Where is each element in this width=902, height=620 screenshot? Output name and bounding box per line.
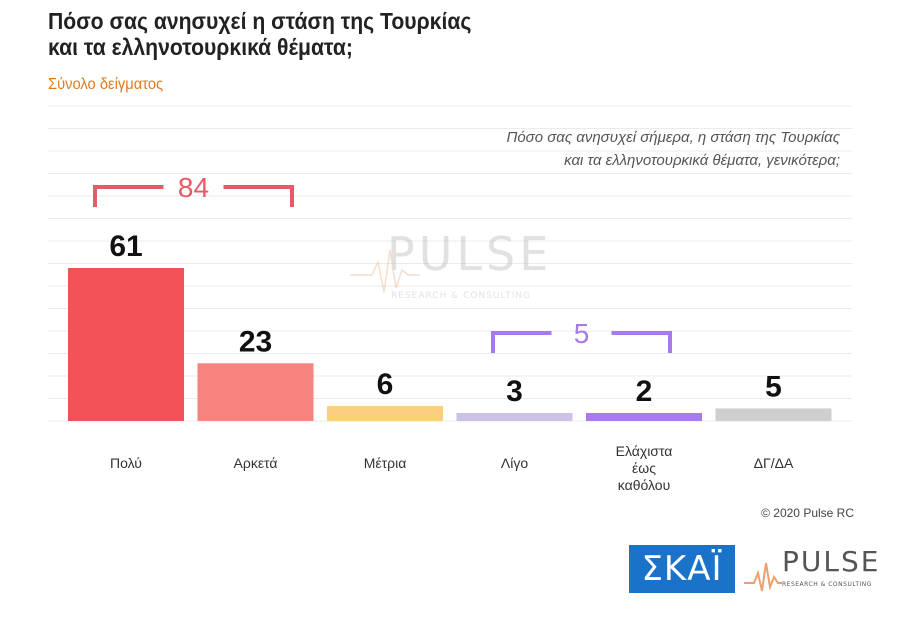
gridlines bbox=[48, 105, 852, 422]
category-label: Πολύ bbox=[110, 455, 142, 471]
bar bbox=[197, 363, 314, 421]
category-label: Ελάχιστα bbox=[616, 443, 673, 459]
bracket-total-label: 5 bbox=[574, 318, 590, 349]
bar-value-label: 23 bbox=[239, 325, 272, 358]
watermark-word: PULSE bbox=[387, 227, 552, 281]
bar-value-label: 3 bbox=[506, 375, 523, 408]
category-label: καθόλου bbox=[618, 477, 670, 493]
group-brackets: 84 5 bbox=[93, 172, 672, 353]
bar-value-label: 5 bbox=[765, 370, 782, 403]
category-label: Αρκετά bbox=[234, 455, 278, 471]
watermark-tagline: RESEARCH & CONSULTING bbox=[391, 291, 531, 301]
chart-subtitle: Σύνολο δείγματος bbox=[48, 76, 164, 93]
category-label: Μέτρια bbox=[364, 455, 407, 471]
bar bbox=[68, 268, 184, 421]
bar-value-label: 6 bbox=[377, 368, 394, 401]
bar-value-label: 2 bbox=[636, 375, 653, 408]
category-label: έως bbox=[632, 460, 656, 476]
bracket-total-label: 84 bbox=[178, 172, 209, 203]
pulse-logo-icon bbox=[744, 562, 782, 592]
pulse-logo: PULSE RESEARCH & CONSULTING bbox=[742, 545, 892, 593]
survey-question: Πόσο σας ανησυχεί σήμερα, η στάση της Το… bbox=[506, 129, 840, 169]
watermark-pulse-line-icon bbox=[350, 249, 420, 293]
bar bbox=[327, 405, 443, 421]
bar bbox=[456, 413, 573, 421]
chart-title-text: Πόσο σας ανησυχεί η στάση της Τουρκίας κ… bbox=[48, 8, 472, 60]
pulse-watermark: PULSE RESEARCH & CONSULTING bbox=[350, 227, 552, 301]
category-label: Λίγο bbox=[501, 455, 528, 471]
bar bbox=[586, 413, 702, 421]
skai-logo: ΣΚΑΪ bbox=[629, 545, 735, 593]
category-label: ΔΓ/ΔΑ bbox=[754, 455, 794, 471]
bar-value-label: 61 bbox=[109, 230, 142, 263]
copyright: © 2020 Pulse RC bbox=[761, 506, 854, 520]
group-bracket: 84 bbox=[93, 172, 294, 207]
bars: 61 Πολύ 23 Αρκετά 6 Μέτρια 3 Λίγο 2 Ελάχισταέωςκα… bbox=[68, 230, 832, 493]
group-bracket: 5 bbox=[491, 318, 672, 353]
chart-title: Πόσο σας ανησυχεί η στάση της Τουρκίας κ… bbox=[48, 8, 618, 60]
skai-logo-text: ΣΚΑΪ bbox=[641, 549, 723, 589]
bar bbox=[715, 408, 832, 421]
pulse-logo-tagline: RESEARCH & CONSULTING bbox=[782, 581, 872, 588]
pulse-logo-word: PULSE bbox=[782, 545, 881, 578]
